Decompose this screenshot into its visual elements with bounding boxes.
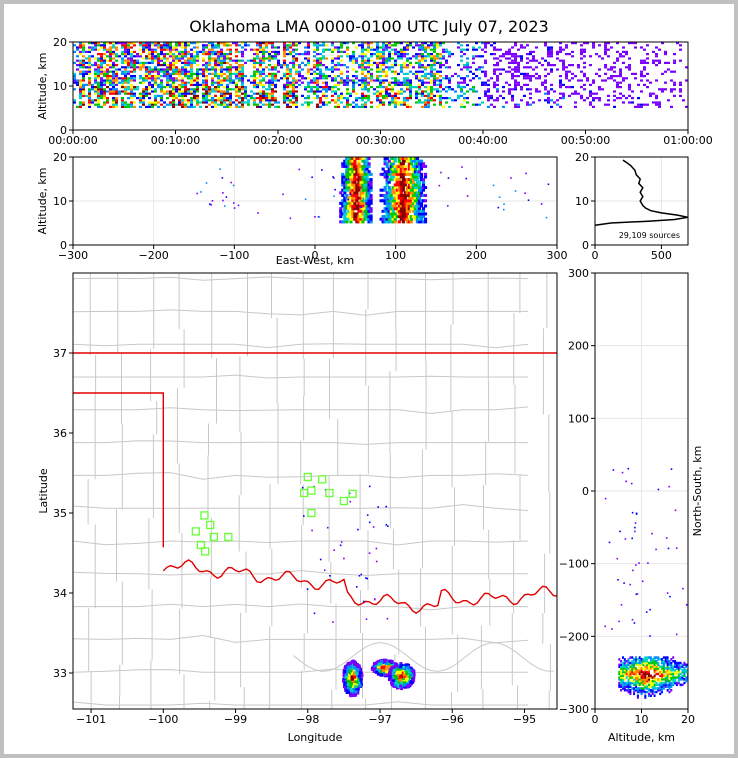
time-x-tick-label: 00:10:00	[151, 134, 200, 147]
ns-y-tick-label: 0	[582, 485, 589, 498]
ew-x-tick-label: −300	[58, 249, 88, 262]
source-count-annotation: 29,109 sources	[619, 231, 680, 240]
county-lines	[73, 273, 554, 709]
hist-y-tick-label: 10	[575, 195, 589, 208]
ew-x-tick-label: 100	[385, 249, 406, 262]
east-west-panel: −300 −200 −100 0 100 200 300 0 10 20 East-West, km…	[36, 151, 568, 267]
ew-y-tick-label: 10	[53, 195, 67, 208]
ns-y-tick-label: 200	[568, 340, 589, 353]
map-x-tick-label: −101	[76, 713, 106, 726]
ew-x-axis-label: East-West, km	[276, 254, 354, 267]
ns-x-tick-label: 0	[592, 713, 599, 726]
storm-clusters	[301, 485, 416, 698]
time-altitude-density	[73, 42, 688, 108]
time-y-tick-label: 10	[53, 80, 67, 93]
ew-y-tick-label: 20	[53, 151, 67, 164]
ew-x-tick-label: 0	[312, 249, 319, 262]
ns-x-tick-label: 20	[681, 713, 695, 726]
map-x-tick-label: −95	[513, 713, 536, 726]
hist-x-tick-label: 0	[592, 249, 599, 262]
source-count-line	[594, 159, 689, 226]
map-content	[73, 273, 557, 709]
station-marker	[191, 527, 200, 536]
hist-y-tick-label: 0	[582, 239, 589, 252]
ew-x-tick-label: 200	[466, 249, 487, 262]
ew-y-axis-label: Altitude, km	[36, 167, 49, 234]
station-marker	[224, 532, 233, 542]
hist-y-tick-label: 20	[575, 151, 589, 164]
time-y-tick-label: 0	[60, 124, 67, 137]
time-x-tick-label: 00:30:00	[356, 134, 405, 147]
plan-view-panel: −101 −100 −99 −98 −97 −96 −95 33 34 35 36 37 Longitu…	[37, 272, 558, 744]
station-marker	[339, 496, 349, 506]
station-marker	[209, 532, 219, 542]
station-marker	[206, 520, 215, 530]
chart-title: Oklahoma LMA 0000-0100 UTC July 07, 2023	[189, 17, 549, 36]
ns-density	[604, 467, 688, 699]
north-south-panel: 0 10 20 −300 −200 −100 0 100 200 300 Altitude, km N…	[559, 267, 704, 744]
ns-y-tick-label: −100	[559, 558, 589, 571]
time-x-tick-label: 00:00:00	[48, 134, 97, 147]
ew-x-tick-label: 300	[547, 249, 568, 262]
station-marker	[303, 472, 312, 482]
map-y-axis-label: Latitude	[37, 468, 50, 514]
map-x-tick-label: −98	[296, 713, 319, 726]
ns-x-axis-label: Altitude, km	[608, 731, 675, 744]
ew-y-tick-label: 0	[60, 239, 67, 252]
map-x-axis-label: Longitude	[288, 731, 343, 744]
time-x-tick-label: 00:20:00	[253, 134, 302, 147]
panhandle-border	[73, 392, 164, 548]
station-marker	[200, 511, 209, 520]
map-x-tick-label: −96	[441, 713, 464, 726]
ns-y-tick-label: 100	[568, 412, 589, 425]
station-marker	[201, 547, 210, 556]
time-y-tick-label: 20	[53, 36, 67, 49]
time-y-axis-label: Altitude, km	[36, 52, 49, 119]
time-x-tick-label: 00:50:00	[561, 134, 610, 147]
station-marker	[348, 489, 357, 498]
ew-x-tick-label: −100	[219, 249, 249, 262]
map-y-tick-label: 37	[53, 347, 67, 360]
station-marker	[318, 475, 327, 484]
map-x-tick-label: −100	[148, 713, 178, 726]
ew-density	[196, 157, 550, 224]
map-x-tick-label: −97	[368, 713, 391, 726]
station-marker	[307, 508, 316, 518]
lma-stations	[191, 472, 357, 556]
time-altitude-panel: 00:00:00 00:10:00 00:20:00 00:30:00 00:40:00…	[36, 36, 713, 147]
map-y-tick-label: 36	[53, 427, 67, 440]
state-borders	[73, 352, 557, 615]
ns-y-axis-label: North-South, km	[691, 446, 704, 537]
map-x-tick-label: −99	[224, 713, 247, 726]
station-marker	[300, 488, 309, 498]
map-plot-frame	[72, 272, 558, 710]
ew-x-tick-label: −200	[139, 249, 169, 262]
ns-y-tick-label: −200	[559, 630, 589, 643]
ns-x-tick-label: 10	[635, 713, 649, 726]
station-marker	[325, 488, 334, 498]
time-x-tick-label: 01:00:00	[663, 134, 712, 147]
red-river-border	[162, 559, 557, 615]
station-marker	[196, 540, 206, 550]
map-y-tick-label: 33	[53, 667, 67, 680]
station-marker	[307, 486, 316, 495]
map-y-tick-label: 34	[53, 587, 67, 600]
ns-y-tick-label: 300	[568, 267, 589, 280]
histogram-panel: 29,109 sources 0 500 0 10 20	[575, 151, 689, 262]
time-x-tick-label: 00:40:00	[458, 134, 507, 147]
ns-y-tick-label: −300	[559, 703, 589, 716]
hist-x-tick-label: 500	[651, 249, 672, 262]
map-y-tick-label: 35	[53, 507, 67, 520]
river-line	[292, 642, 554, 672]
